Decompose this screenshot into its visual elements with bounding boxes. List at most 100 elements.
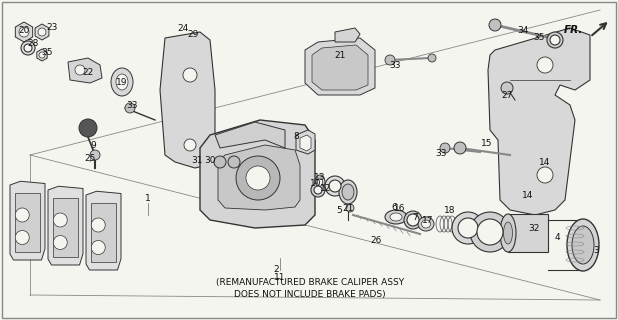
- Circle shape: [428, 54, 436, 62]
- Text: 16: 16: [394, 204, 406, 212]
- Circle shape: [404, 211, 422, 229]
- Polygon shape: [37, 49, 47, 61]
- Text: 20: 20: [19, 26, 30, 35]
- Text: 7: 7: [412, 212, 418, 221]
- Text: 28: 28: [27, 38, 39, 47]
- Polygon shape: [335, 28, 360, 42]
- Ellipse shape: [385, 210, 407, 224]
- Text: 3: 3: [593, 245, 599, 254]
- Ellipse shape: [315, 175, 325, 189]
- Text: 33: 33: [389, 60, 400, 69]
- Text: 11: 11: [274, 274, 286, 283]
- Polygon shape: [15, 22, 33, 42]
- Ellipse shape: [500, 214, 516, 252]
- Circle shape: [537, 167, 553, 183]
- Ellipse shape: [421, 220, 431, 228]
- Text: 22: 22: [82, 68, 93, 76]
- Text: 1: 1: [145, 194, 151, 203]
- Ellipse shape: [339, 180, 357, 204]
- Circle shape: [537, 57, 553, 73]
- Ellipse shape: [504, 222, 512, 244]
- Text: FR.: FR.: [564, 25, 583, 35]
- Circle shape: [125, 103, 135, 113]
- Ellipse shape: [318, 178, 323, 186]
- Text: (REMANUFACTURED BRAKE CALIPER ASSY: (REMANUFACTURED BRAKE CALIPER ASSY: [216, 277, 404, 286]
- Text: DOES NOT INCLUDE BRAKE PADS): DOES NOT INCLUDE BRAKE PADS): [234, 290, 386, 299]
- Text: 12: 12: [320, 183, 332, 193]
- Polygon shape: [15, 193, 40, 252]
- Polygon shape: [218, 145, 300, 210]
- Ellipse shape: [116, 74, 128, 90]
- Circle shape: [183, 68, 197, 82]
- Circle shape: [91, 218, 105, 232]
- Circle shape: [311, 183, 325, 197]
- Text: 10: 10: [310, 179, 322, 188]
- Text: 26: 26: [370, 236, 382, 244]
- Circle shape: [53, 213, 67, 227]
- Ellipse shape: [418, 217, 434, 231]
- Circle shape: [19, 27, 29, 37]
- Circle shape: [236, 156, 280, 200]
- Text: 27: 27: [501, 91, 513, 100]
- Text: 5: 5: [336, 205, 342, 214]
- Ellipse shape: [342, 184, 354, 200]
- Polygon shape: [200, 120, 315, 228]
- Polygon shape: [160, 32, 215, 168]
- Text: 17: 17: [422, 215, 434, 225]
- Polygon shape: [296, 130, 315, 154]
- Text: 14: 14: [522, 190, 534, 199]
- Circle shape: [184, 139, 196, 151]
- Text: 31: 31: [191, 156, 203, 164]
- Text: 24: 24: [177, 23, 188, 33]
- Circle shape: [75, 65, 85, 75]
- Text: 2: 2: [273, 266, 279, 275]
- Circle shape: [38, 28, 46, 36]
- Circle shape: [385, 55, 395, 65]
- Text: 33: 33: [435, 148, 447, 157]
- Polygon shape: [53, 198, 78, 257]
- Polygon shape: [508, 214, 548, 252]
- Polygon shape: [300, 135, 311, 151]
- Text: 21: 21: [342, 204, 353, 212]
- Circle shape: [346, 204, 354, 212]
- Text: 19: 19: [116, 77, 128, 86]
- Polygon shape: [305, 38, 375, 95]
- Circle shape: [79, 119, 97, 137]
- Circle shape: [440, 143, 450, 153]
- Circle shape: [458, 218, 478, 238]
- Polygon shape: [86, 191, 121, 270]
- Text: 35: 35: [41, 47, 53, 57]
- Circle shape: [24, 44, 32, 52]
- Polygon shape: [215, 122, 285, 148]
- Circle shape: [547, 32, 563, 48]
- Text: 6: 6: [391, 203, 397, 212]
- Circle shape: [53, 236, 67, 250]
- Text: 34: 34: [517, 26, 528, 35]
- Circle shape: [90, 150, 100, 160]
- Circle shape: [214, 156, 226, 168]
- Text: 29: 29: [187, 29, 199, 38]
- Text: 30: 30: [205, 156, 216, 164]
- Text: 14: 14: [540, 157, 551, 166]
- Polygon shape: [68, 58, 102, 83]
- Text: 32: 32: [528, 223, 540, 233]
- Circle shape: [314, 186, 322, 194]
- Ellipse shape: [111, 68, 133, 96]
- Circle shape: [550, 35, 560, 45]
- Circle shape: [246, 166, 270, 190]
- Text: 18: 18: [444, 205, 455, 214]
- Text: 15: 15: [481, 139, 493, 148]
- Circle shape: [15, 208, 29, 222]
- Circle shape: [489, 19, 501, 31]
- Text: 33: 33: [126, 100, 138, 109]
- Circle shape: [470, 212, 510, 252]
- Polygon shape: [10, 181, 45, 260]
- Circle shape: [477, 219, 503, 245]
- Polygon shape: [35, 24, 49, 40]
- Polygon shape: [312, 45, 368, 90]
- Circle shape: [501, 82, 513, 94]
- Circle shape: [329, 180, 341, 192]
- Ellipse shape: [572, 226, 594, 264]
- Circle shape: [39, 52, 45, 58]
- Ellipse shape: [567, 219, 599, 271]
